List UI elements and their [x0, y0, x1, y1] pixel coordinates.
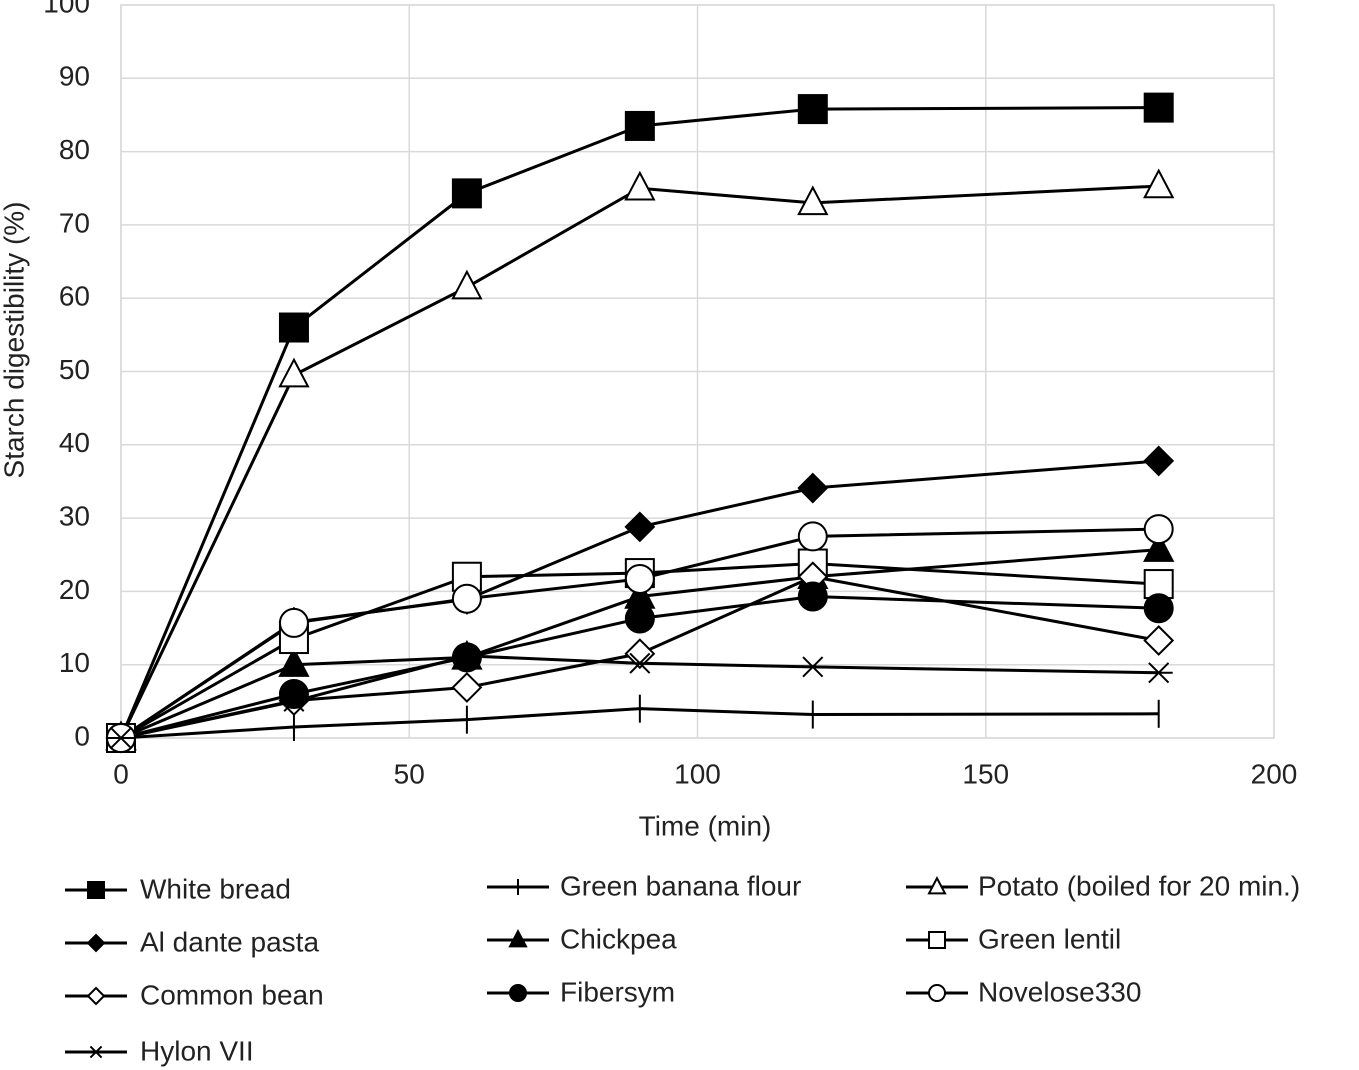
x-tick-label: 100 [674, 758, 721, 789]
marker [927, 876, 947, 895]
marker [86, 986, 106, 1006]
marker [1143, 514, 1174, 545]
marker [797, 185, 829, 216]
marker [625, 652, 654, 674]
marker [624, 511, 656, 543]
series-line [120, 562, 1159, 740]
legend-item: Al dante pasta [65, 926, 319, 957]
marker [278, 607, 309, 638]
marker [1143, 625, 1175, 656]
marker [798, 656, 827, 678]
legend-label: Potato (boiled for 20 min.) [978, 870, 1300, 901]
legend-item: Green banana flour [487, 870, 801, 901]
marker [86, 933, 106, 953]
marker [797, 581, 828, 612]
marker [624, 170, 656, 201]
y-axis-label: Starch digestibility (%) [0, 202, 29, 479]
marker [88, 1045, 104, 1059]
marker [797, 94, 828, 125]
x-tick-label: 50 [394, 758, 425, 789]
x-tick-label: 0 [113, 758, 129, 789]
legend-item: Potato (boiled for 20 min.) [906, 870, 1300, 901]
legend-label: Al dante pasta [140, 926, 319, 957]
marker [451, 583, 482, 614]
legend-item: Hylon VII [65, 1035, 254, 1066]
marker [278, 647, 310, 677]
legend-item: Chickpea [487, 923, 677, 954]
y-tick-label: 70 [59, 207, 90, 238]
series-line [120, 527, 1159, 740]
legend-label: Hylon VII [140, 1035, 254, 1066]
marker [1143, 532, 1175, 562]
legend-item: Novelose330 [906, 976, 1141, 1007]
marker [451, 642, 482, 673]
marker [797, 472, 829, 504]
marker [452, 645, 481, 667]
marker [624, 563, 655, 594]
series-line [119, 184, 1159, 739]
y-tick-label: 30 [59, 500, 90, 531]
legend-label: Fibersym [560, 976, 675, 1007]
y-tick-label: 20 [59, 574, 90, 605]
legend-label: Green banana flour [560, 870, 801, 901]
marker [1143, 445, 1175, 477]
legend-item: Green lentil [906, 923, 1121, 954]
legend-item: Fibersym [487, 976, 675, 1007]
legend-label: White bread [140, 873, 291, 904]
x-tick-label: 200 [1251, 758, 1298, 789]
x-axis-label: Time (min) [639, 810, 772, 841]
legend-label: Novelose330 [978, 976, 1141, 1007]
x-tick-label: 150 [962, 758, 1009, 789]
legend-label: Green lentil [978, 923, 1121, 954]
series-line [120, 654, 1159, 740]
y-tick-label: 100 [43, 0, 90, 18]
marker [451, 672, 483, 703]
marker [508, 929, 528, 948]
marker [1143, 168, 1175, 199]
series-line [120, 595, 1159, 740]
marker [624, 110, 655, 141]
series-line [119, 106, 1159, 739]
marker [107, 727, 135, 749]
marker [278, 312, 309, 343]
marker [797, 521, 828, 552]
marker [87, 881, 105, 899]
y-tick-label: 60 [59, 281, 90, 312]
marker [278, 357, 310, 388]
series-line [120, 548, 1159, 740]
marker [624, 603, 655, 634]
y-tick-label: 50 [59, 354, 90, 385]
marker [509, 984, 527, 1002]
marker [278, 679, 309, 710]
marker [1144, 662, 1173, 684]
y-tick-label: 0 [74, 720, 90, 751]
marker [451, 269, 483, 300]
marker [624, 638, 656, 670]
legend-item: White bread [65, 873, 291, 904]
marker [451, 178, 482, 209]
legend-item: Common bean [65, 979, 324, 1010]
marker [928, 984, 946, 1002]
y-tick-label: 90 [59, 61, 90, 92]
y-tick-label: 40 [59, 427, 90, 458]
y-tick-label: 10 [59, 647, 90, 678]
marker [1143, 92, 1174, 123]
legend-label: Chickpea [560, 923, 677, 954]
y-tick-label: 80 [59, 134, 90, 165]
marker [928, 931, 946, 949]
marker [279, 690, 308, 712]
series-line [120, 707, 1159, 740]
marker [1143, 593, 1174, 624]
legend-label: Common bean [140, 979, 324, 1010]
